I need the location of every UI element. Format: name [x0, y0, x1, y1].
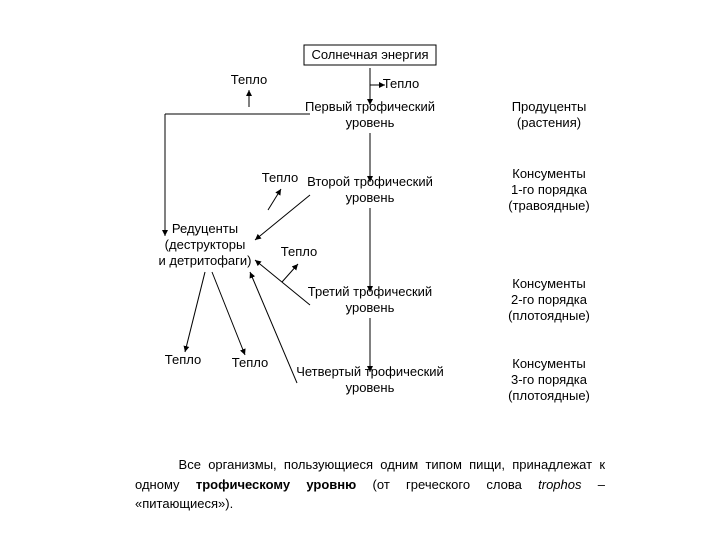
node-heat_bl-line: Тепло: [165, 352, 201, 368]
node-cat3-line: Консументы: [508, 276, 590, 292]
caption-italic: trophos: [538, 477, 581, 492]
node-lvl1-line: Первый трофический: [305, 99, 435, 115]
caption-paragraph: Все организмы, пользующиеся одним типом …: [135, 455, 605, 514]
node-lvl1: Первый трофическийуровень: [305, 99, 435, 132]
flow-edge: [255, 260, 310, 305]
node-sun-line: Солнечная энергия: [311, 47, 428, 63]
node-red-line: (деструкторы: [159, 237, 252, 253]
node-heat_bl: Тепло: [165, 352, 201, 368]
node-lvl1-line: уровень: [305, 115, 435, 131]
flow-edge: [212, 272, 245, 355]
node-sun: Солнечная энергия: [311, 47, 428, 63]
node-cat2-line: 1-го порядка: [508, 182, 589, 198]
node-cat1: Продуценты(растения): [512, 99, 587, 132]
node-heat_bm: Тепло: [232, 355, 268, 371]
node-heat_bm-line: Тепло: [232, 355, 268, 371]
node-cat2-line: Консументы: [508, 166, 589, 182]
node-heat_l2: Тепло: [262, 170, 298, 186]
node-lvl3-line: Третий трофический: [308, 284, 432, 300]
node-lvl2: Второй трофическийуровень: [307, 174, 433, 207]
node-lvl2-line: уровень: [307, 190, 433, 206]
caption-mid: (от греческого слова: [356, 477, 538, 492]
node-red: Редуценты(деструкторыи детритофаги): [159, 221, 252, 270]
flow-edge: [282, 264, 298, 282]
flow-edge: [268, 189, 281, 210]
caption-bold: трофическому уровню: [196, 477, 356, 492]
node-heat_l2-line: Тепло: [262, 170, 298, 186]
node-lvl4-line: уровень: [296, 380, 444, 396]
node-cat4-line: Консументы: [508, 356, 590, 372]
node-cat4-line: 3-го порядка: [508, 372, 590, 388]
node-heat_top-line: Тепло: [231, 72, 267, 88]
node-cat1-line: (растения): [512, 115, 587, 131]
node-cat3-line: (плотоядные): [508, 308, 590, 324]
node-heat_red: Тепло: [281, 244, 317, 260]
node-heat_sun: Тепло: [383, 76, 419, 92]
caption-indent: [135, 457, 179, 472]
node-lvl4: Четвертый трофическийуровень: [296, 364, 444, 397]
node-heat_red-line: Тепло: [281, 244, 317, 260]
node-cat2: Консументы1-го порядка(травоядные): [508, 166, 589, 215]
node-cat4: Консументы3-го порядка(плотоядные): [508, 356, 590, 405]
node-cat4-line: (плотоядные): [508, 388, 590, 404]
node-lvl3: Третий трофическийуровень: [308, 284, 432, 317]
flow-edge: [255, 195, 310, 240]
node-lvl3-line: уровень: [308, 300, 432, 316]
node-lvl2-line: Второй трофический: [307, 174, 433, 190]
node-cat2-line: (травоядные): [508, 198, 589, 214]
node-lvl4-line: Четвертый трофический: [296, 364, 444, 380]
node-cat3: Консументы2-го порядка(плотоядные): [508, 276, 590, 325]
node-cat3-line: 2-го порядка: [508, 292, 590, 308]
node-red-line: и детритофаги): [159, 253, 252, 269]
node-heat_sun-line: Тепло: [383, 76, 419, 92]
flow-edge: [185, 272, 205, 352]
node-cat1-line: Продуценты: [512, 99, 587, 115]
node-red-line: Редуценты: [159, 221, 252, 237]
node-heat_top: Тепло: [231, 72, 267, 88]
